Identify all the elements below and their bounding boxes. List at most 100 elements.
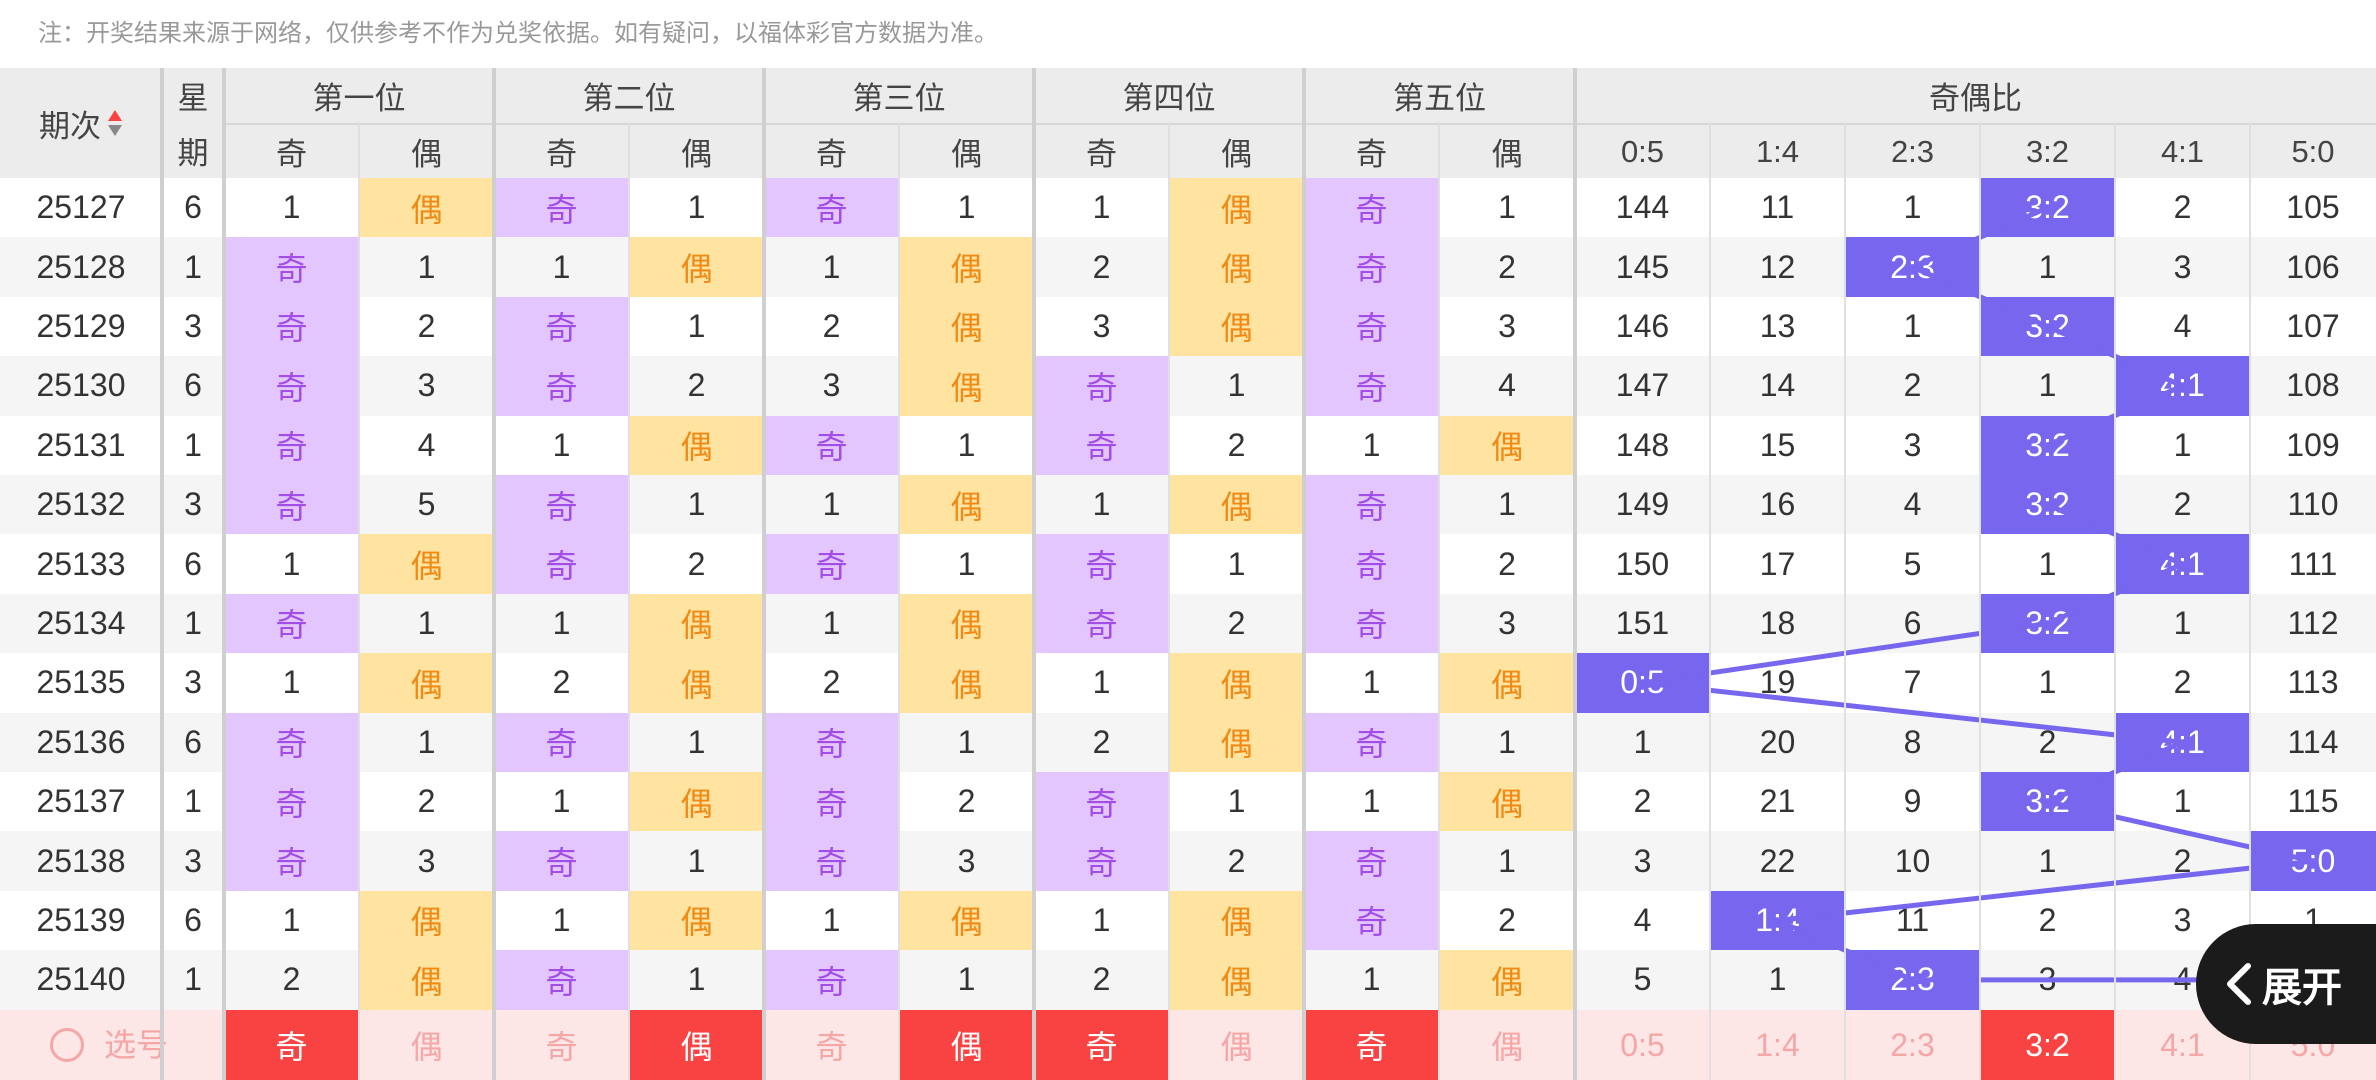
ratio-miss-cell: 1 [2038, 367, 2057, 404]
ratio-miss-cell: 21 [1759, 783, 1796, 820]
odd-cell: 奇 [494, 178, 629, 238]
even-cell: 偶 [899, 890, 1034, 951]
ratio-miss-cell: 15 [1759, 426, 1796, 463]
odd-cell: 奇 [1304, 534, 1439, 594]
header-period[interactable]: 期次 [0, 68, 162, 178]
sort-icon[interactable] [107, 108, 123, 138]
select-ratio-button[interactable]: 1:4 [1755, 1026, 1800, 1063]
even-cell: 偶 [1439, 415, 1575, 475]
select-even-button[interactable]: 偶 [1220, 1029, 1253, 1065]
ratio-miss-cell: 4 [1903, 486, 1922, 523]
select-even-button[interactable]: 偶 [410, 1029, 443, 1065]
select-ratio-button[interactable]: 2:3 [1890, 1026, 1935, 1063]
select-ratio-button[interactable]: 4:1 [2160, 1026, 2205, 1063]
column-divider [762, 68, 766, 1080]
expand-button[interactable]: 展开 [2196, 924, 2376, 1044]
select-ratio-button[interactable]: 0:5 [1620, 1026, 1665, 1063]
even-cell: 偶 [1169, 178, 1304, 238]
even-cell: 1 [417, 723, 436, 760]
column-divider [1032, 68, 1036, 1080]
even-cell: 1 [1498, 486, 1516, 523]
expand-label: 展开 [2262, 966, 2342, 1010]
select-even-button[interactable]: 偶 [629, 1010, 764, 1080]
ratio-miss-cell: 11 [1760, 189, 1795, 226]
ratio-miss-cell: 1 [1903, 189, 1922, 226]
ratio-hit-cell: 3:2 [1980, 296, 2115, 357]
odd-cell: 奇 [1034, 593, 1169, 654]
odd-cell: 奇 [494, 534, 629, 594]
odd-cell: 3 [1092, 307, 1111, 344]
select-even-button[interactable]: 偶 [899, 1010, 1034, 1080]
select-ratio-button[interactable]: 3:2 [1980, 1010, 2115, 1080]
odd-cell: 1 [552, 248, 571, 285]
odd-cell: 奇 [1034, 356, 1169, 416]
even-cell: 1 [687, 842, 706, 879]
ratio-miss-cell: 12 [1759, 248, 1796, 285]
odd-cell: 1 [1092, 486, 1111, 523]
table-row: 25135 3 1 偶 2 偶 2 偶 1 偶 1 偶 0:5 19 7 1 2 113 [0, 653, 2376, 713]
select-odd-button[interactable]: 奇 [1034, 1010, 1169, 1080]
select-odd-button[interactable]: 奇 [224, 1010, 359, 1080]
even-cell: 2 [1227, 604, 1246, 641]
even-cell: 偶 [1169, 296, 1304, 357]
header-ratio-4-1: 4:1 [2115, 123, 2250, 178]
even-cell: 1 [417, 248, 436, 285]
even-cell: 偶 [899, 296, 1034, 357]
header-even: 偶 [899, 123, 1034, 178]
select-circle-icon[interactable] [50, 1028, 84, 1062]
even-cell: 3 [1498, 307, 1516, 344]
cell-divider [1438, 122, 1440, 1080]
odd-cell: 2 [1092, 248, 1111, 285]
odd-cell: 奇 [764, 950, 899, 1010]
odd-cell: 奇 [1034, 772, 1169, 832]
ratio-miss-cell: 105 [2286, 189, 2340, 226]
ratio-hit-cell: 4:1 [2115, 534, 2250, 594]
odd-cell: 1 [282, 664, 301, 701]
odd-cell: 奇 [1304, 237, 1439, 297]
select-odd-button[interactable]: 奇 [1304, 1010, 1439, 1080]
column-divider [222, 68, 226, 1080]
chevron-left-icon [2227, 963, 2251, 1005]
odd-cell: 奇 [764, 178, 899, 238]
even-cell: 1 [687, 723, 706, 760]
odd-cell: 奇 [764, 534, 899, 594]
cell-divider [1168, 122, 1170, 1080]
ratio-miss-cell: 108 [2286, 367, 2340, 404]
ratio-miss-cell: 1 [2038, 248, 2057, 285]
even-cell: 偶 [899, 356, 1034, 416]
cell-divider [628, 122, 630, 1080]
header-weekday-bottom: 期 [177, 136, 209, 171]
even-cell: 偶 [1169, 475, 1304, 535]
even-cell: 2 [417, 783, 436, 820]
ratio-hit-cell: 3:2 [1980, 593, 2115, 654]
select-even-button[interactable]: 偶 [1490, 1029, 1523, 1065]
ratio-miss-cell: 2 [2173, 189, 2192, 226]
ratio-miss-cell: 149 [1615, 486, 1670, 523]
even-cell: 2 [1227, 842, 1246, 879]
select-odd-button[interactable]: 奇 [815, 1029, 848, 1065]
select-number-label[interactable]: 选号 [104, 1027, 169, 1063]
period-cell: 25129 [36, 307, 126, 344]
odd-cell: 奇 [224, 712, 359, 772]
odd-cell: 1 [1362, 426, 1381, 463]
even-cell: 偶 [629, 772, 764, 832]
even-cell: 3 [957, 842, 976, 879]
ratio-hit-cell: 0:5 [1575, 653, 1710, 713]
even-cell: 2 [1227, 426, 1246, 463]
ratio-miss-cell: 109 [2286, 426, 2340, 463]
header-position-3: 第三位 [852, 81, 946, 116]
table-row: 25137 1 奇 2 1 偶奇 2 奇 1 1 偶 2 21 9 3:2 1 115 [0, 772, 2376, 832]
weekday-cell: 3 [184, 842, 202, 879]
table-row: 25132 3 奇 5 奇 1 1 偶 1 偶奇 1 149 16 4 3:2 2 110 [0, 475, 2376, 535]
even-cell: 偶 [1439, 950, 1575, 1010]
even-cell: 2 [687, 545, 706, 582]
odd-cell: 奇 [764, 415, 899, 475]
select-odd-button[interactable]: 奇 [545, 1029, 578, 1065]
ratio-miss-cell: 17 [1759, 545, 1796, 582]
even-cell: 1 [1227, 783, 1246, 820]
odd-cell: 奇 [764, 831, 899, 891]
odd-cell: 1 [822, 486, 841, 523]
table-row: 25128 1 奇 1 1 偶 1 偶 2 偶奇 2 145 12 2:3 1 3 106 [0, 237, 2376, 297]
header-even: 偶 [1439, 123, 1575, 178]
odd-cell: 2 [822, 664, 841, 701]
